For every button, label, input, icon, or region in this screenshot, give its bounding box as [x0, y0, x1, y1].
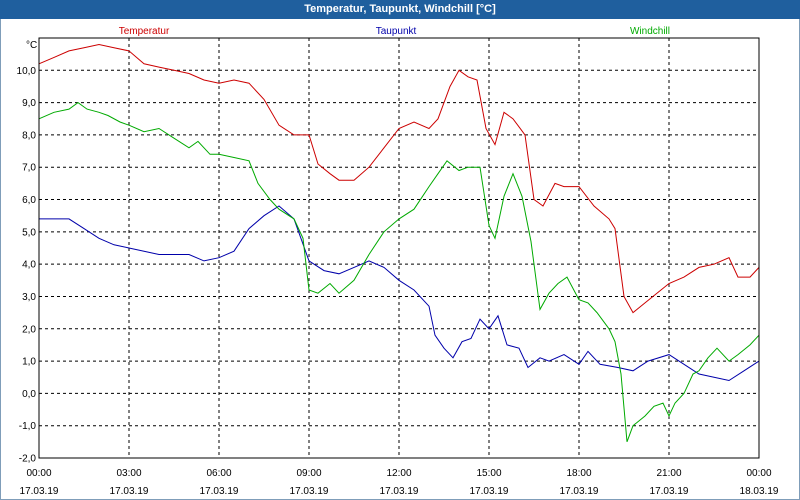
- series-line-temperatur: [38, 43, 760, 314]
- x-tick-date: 17.03.19: [380, 486, 419, 497]
- y-tick-label: 6,0: [22, 195, 36, 206]
- y-tick-label: -2,0: [19, 454, 37, 465]
- y-tick-label: 9,0: [22, 98, 36, 109]
- x-tick-time: 12:00: [386, 468, 411, 479]
- x-tick-time: 00:00: [26, 468, 51, 479]
- series-line-windchill: [38, 101, 760, 442]
- x-tick-time: 18:00: [566, 468, 591, 479]
- y-tick-label: 4,0: [22, 260, 36, 271]
- y-tick-label: 8,0: [22, 130, 36, 141]
- y-axis-label: °C: [26, 40, 37, 51]
- x-tick-time: 00:00: [746, 468, 771, 479]
- plot-area: [38, 37, 760, 459]
- x-axis-ticks: 00:00 17.03.19 03:00 17.03.19 06:00 17.03.19 0…: [20, 468, 779, 497]
- legend-taupunkt: Taupunkt: [376, 26, 417, 37]
- series-group: [38, 43, 760, 442]
- legend: Temperatur Taupunkt Windchill: [119, 26, 670, 37]
- y-tick-label: -1,0: [19, 421, 37, 432]
- y-tick-label: 7,0: [22, 163, 36, 174]
- x-tick-time: 03:00: [116, 468, 141, 479]
- grid: [39, 38, 759, 458]
- legend-temperatur: Temperatur: [119, 26, 170, 37]
- window-title: Temperatur, Taupunkt, Windchill [°C]: [0, 0, 800, 19]
- x-tick-date: 17.03.19: [650, 486, 689, 497]
- legend-windchill: Windchill: [630, 26, 670, 37]
- x-tick-time: 06:00: [206, 468, 231, 479]
- y-tick-label: 3,0: [22, 292, 36, 303]
- x-tick-date: 17.03.19: [470, 486, 509, 497]
- y-tick-label: 2,0: [22, 324, 36, 335]
- x-tick-date: 17.03.19: [290, 486, 329, 497]
- x-tick-time: 21:00: [656, 468, 681, 479]
- x-tick-date: 18.03.19: [740, 486, 779, 497]
- x-tick-time: 15:00: [476, 468, 501, 479]
- y-tick-label: 1,0: [22, 357, 36, 368]
- x-tick-date: 17.03.19: [110, 486, 149, 497]
- y-axis-ticks: 10,0 9,0 8,0 7,0 6,0 5,0 4,0 3,0 2,0 1,0 0,0 -1,0 -2…: [17, 66, 37, 465]
- x-tick-date: 17.03.19: [200, 486, 239, 497]
- y-tick-label: 0,0: [22, 389, 36, 400]
- y-tick-label: 10,0: [17, 66, 37, 77]
- series-line-taupunkt: [39, 205, 760, 382]
- y-tick-label: 5,0: [22, 227, 36, 238]
- x-tick-date: 17.03.19: [560, 486, 599, 497]
- x-tick-date: 17.03.19: [20, 486, 59, 497]
- x-tick-time: 09:00: [296, 468, 321, 479]
